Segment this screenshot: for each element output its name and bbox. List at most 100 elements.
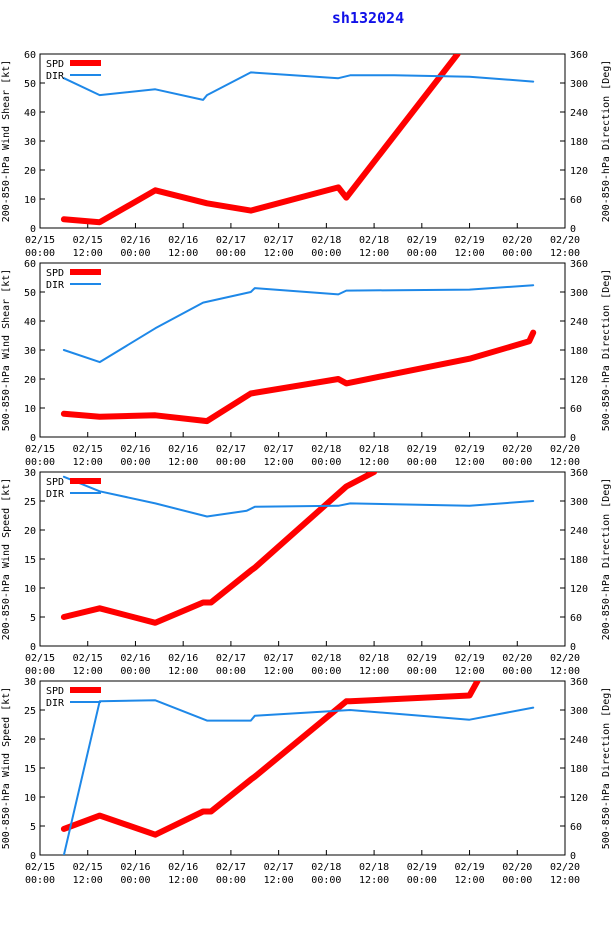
x-tick-label-time: 00:00 bbox=[120, 457, 150, 468]
legend-label-dir: DIR bbox=[46, 489, 65, 500]
y-axis-label-left: 200-850-hPa Wind Speed [kt] bbox=[1, 478, 12, 641]
x-tick-label-time: 00:00 bbox=[25, 457, 55, 468]
y-right-tick-label: 360 bbox=[570, 259, 588, 270]
spd-series-line bbox=[60, 54, 461, 226]
x-tick-label-date: 02/18 bbox=[311, 862, 341, 873]
x-tick-label-time: 00:00 bbox=[407, 248, 437, 259]
y-right-tick-label: 60 bbox=[570, 613, 582, 624]
x-tick-label-date: 02/15 bbox=[73, 444, 103, 455]
x-tick-label-date: 02/17 bbox=[264, 653, 294, 664]
y-right-tick-label: 360 bbox=[570, 468, 588, 479]
y-left-tick-label: 10 bbox=[24, 584, 36, 595]
x-tick-label-date: 02/20 bbox=[550, 444, 580, 455]
y-right-tick-label: 0 bbox=[570, 433, 576, 444]
y-right-tick-label: 60 bbox=[570, 822, 582, 833]
x-tick-label-date: 02/19 bbox=[454, 235, 484, 246]
y-right-tick-label: 300 bbox=[570, 497, 588, 508]
x-tick-label-date: 02/17 bbox=[216, 862, 246, 873]
y-left-tick-label: 50 bbox=[24, 79, 36, 90]
chart-panel-4: 05101520253006012018024030036002/1500:00… bbox=[1, 677, 612, 886]
x-tick-label-date: 02/20 bbox=[502, 653, 532, 664]
chart-panel-2: 0 10 20 30 40 50 60 0 60 120 180 240 300 360 02/15 00:0… bbox=[1, 259, 612, 468]
chart-panel-3: 05101520253006012018024030036002/1500:00… bbox=[1, 468, 612, 677]
x-tick-label-date: 02/20 bbox=[502, 444, 532, 455]
y-right-tick-label: 180 bbox=[570, 137, 588, 148]
x-tick-label-date: 02/20 bbox=[550, 653, 580, 664]
x-tick-label-date: 02/17 bbox=[264, 862, 294, 873]
dir-series-line bbox=[62, 699, 535, 855]
y-left-tick-label: 15 bbox=[24, 555, 36, 566]
x-tick-label-time: 00:00 bbox=[407, 875, 437, 886]
x-tick-label-time: 00:00 bbox=[502, 875, 532, 886]
x-tick-label-time: 00:00 bbox=[502, 248, 532, 259]
x-tick-label-date: 02/17 bbox=[264, 444, 294, 455]
x-tick-label-date: 02/18 bbox=[359, 444, 389, 455]
y-right-tick-label: 300 bbox=[570, 706, 588, 717]
y-left-tick-label: 20 bbox=[24, 735, 36, 746]
y-right-tick-label: 120 bbox=[570, 793, 588, 804]
x-tick-label-time: 00:00 bbox=[407, 666, 437, 677]
y-left-tick-label: 15 bbox=[24, 764, 36, 775]
x-tick-label-date: 02/15 bbox=[25, 653, 55, 664]
x-tick-label-date: 02/19 bbox=[407, 862, 437, 873]
x-tick-label-time: 12:00 bbox=[264, 875, 294, 886]
x-tick-label-date: 02/19 bbox=[454, 653, 484, 664]
x-tick-label-time: 12:00 bbox=[359, 457, 389, 468]
y-left-tick-label: 0 bbox=[30, 851, 36, 862]
x-tick-label-time: 00:00 bbox=[25, 875, 55, 886]
x-tick-label-time: 00:00 bbox=[216, 666, 246, 677]
y-left-tick-label: 25 bbox=[24, 497, 36, 508]
x-tick-label-date: 02/17 bbox=[216, 653, 246, 664]
x-tick-label-date: 02/18 bbox=[359, 235, 389, 246]
y-left-tick-label: 30 bbox=[24, 677, 36, 688]
x-tick-label-time: 12:00 bbox=[550, 666, 580, 677]
y-right-tick-label: 60 bbox=[570, 195, 582, 206]
x-tick-label-date: 02/16 bbox=[120, 444, 150, 455]
page-title: sh132024 bbox=[331, 9, 405, 27]
x-tick-label-date: 02/19 bbox=[454, 862, 484, 873]
y-right-tick-label: 0 bbox=[570, 851, 576, 862]
x-tick-label-time: 12:00 bbox=[550, 875, 580, 886]
spd-series-line bbox=[60, 681, 481, 838]
dir-series-line bbox=[62, 71, 535, 101]
y-right-tick-label: 360 bbox=[570, 50, 588, 61]
x-tick-label-date: 02/16 bbox=[168, 653, 198, 664]
y-left-tick-label: 25 bbox=[24, 706, 36, 717]
x-tick-label-date: 02/18 bbox=[359, 653, 389, 664]
x-tick-label-time: 12:00 bbox=[454, 457, 484, 468]
y-right-tick-label: 240 bbox=[570, 108, 588, 119]
y-axis-label-right: 500-850-hPa Direction [Deg] bbox=[601, 687, 612, 850]
x-tick-label-date: 02/15 bbox=[25, 444, 55, 455]
y-left-tick-label: 10 bbox=[24, 404, 36, 415]
y-left-tick-label: 5 bbox=[30, 613, 36, 624]
y-axis-label-right: 200-850-hPa Direction [Deg] bbox=[601, 60, 612, 223]
plot-frame bbox=[39, 471, 566, 647]
x-tick-label-time: 12:00 bbox=[264, 666, 294, 677]
legend-label-dir: DIR bbox=[46, 280, 65, 291]
x-tick-label-time: 12:00 bbox=[359, 666, 389, 677]
x-tick-label-time: 12:00 bbox=[168, 666, 198, 677]
y-left-tick-label: 5 bbox=[30, 822, 36, 833]
x-tick-label-time: 00:00 bbox=[311, 666, 341, 677]
legend-label-dir: DIR bbox=[46, 71, 65, 82]
x-tick-label-time: 12:00 bbox=[264, 248, 294, 259]
y-axis-label-left: 200-850-hPa Wind Shear [kt] bbox=[1, 60, 12, 223]
x-tick-label-date: 02/19 bbox=[454, 444, 484, 455]
y-right-tick-label: 120 bbox=[570, 584, 588, 595]
x-tick-label-date: 02/16 bbox=[120, 653, 150, 664]
x-tick-label-time: 12:00 bbox=[168, 875, 198, 886]
y-left-tick-label: 60 bbox=[24, 50, 36, 61]
spd-series-line bbox=[60, 329, 537, 425]
x-tick-label-date: 02/18 bbox=[311, 444, 341, 455]
y-right-tick-label: 240 bbox=[570, 526, 588, 537]
y-right-tick-label: 300 bbox=[570, 288, 588, 299]
x-tick-label-time: 12:00 bbox=[550, 248, 580, 259]
y-right-tick-label: 0 bbox=[570, 224, 576, 235]
x-tick-label-date: 02/15 bbox=[73, 653, 103, 664]
y-left-tick-label: 20 bbox=[24, 526, 36, 537]
x-tick-label-time: 12:00 bbox=[550, 457, 580, 468]
x-tick-label-date: 02/19 bbox=[407, 444, 437, 455]
x-tick-label-time: 12:00 bbox=[73, 875, 103, 886]
x-tick-label-time: 00:00 bbox=[120, 248, 150, 259]
